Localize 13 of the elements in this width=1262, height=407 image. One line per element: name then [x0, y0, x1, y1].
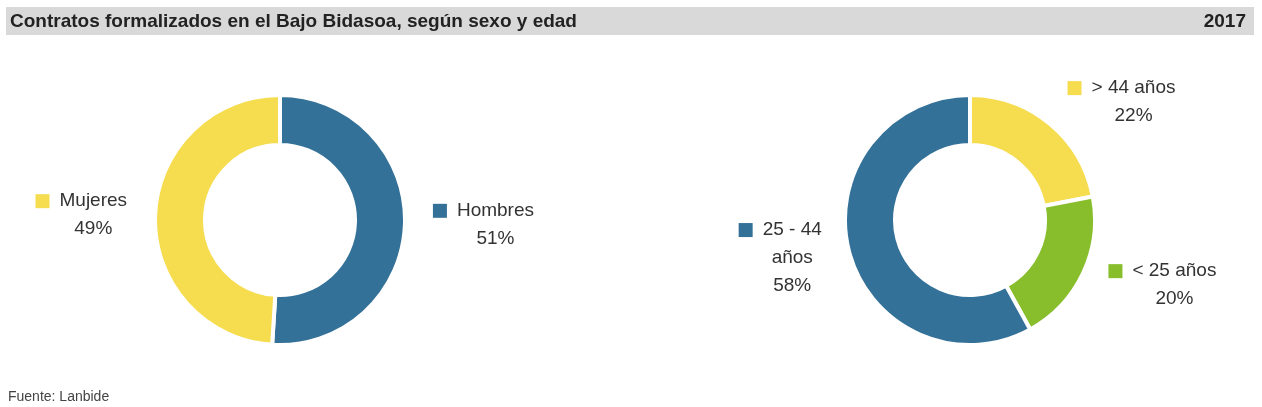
data-label: 20%	[1155, 287, 1194, 309]
data-label: 51%	[476, 227, 515, 249]
legend-label: Mujeres	[59, 189, 128, 211]
source-note: Fuente: Lanbide	[8, 388, 110, 404]
data-label: 49%	[74, 217, 113, 239]
chart-title: Contratos formalizados en el Bajo Bidasoa, según sexo y edad	[10, 10, 577, 32]
chart-subtitle: 2017	[1203, 10, 1246, 32]
data-label: 22%	[1114, 104, 1153, 126]
legend-label: > 44 años	[1091, 76, 1176, 98]
legend-label: Hombres	[456, 199, 534, 221]
legend-label: < 25 años	[1132, 259, 1217, 281]
legend-label: 25 - 44 años	[762, 218, 823, 268]
data-label: 58%	[773, 274, 812, 296]
